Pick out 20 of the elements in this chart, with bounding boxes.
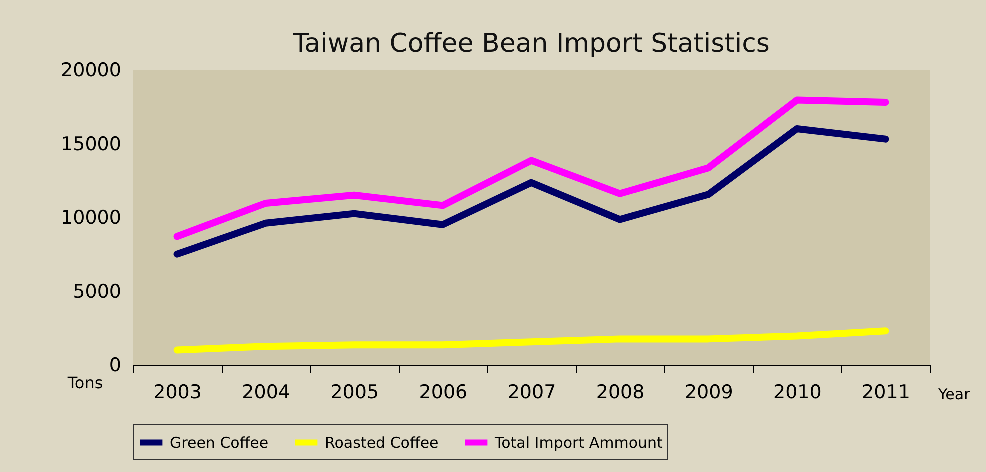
x-tick-label: 2007 <box>508 382 556 404</box>
x-tick-label: 2005 <box>330 382 380 404</box>
y-tick-label: 0 <box>109 354 122 376</box>
x-axis-title: Year <box>938 386 972 404</box>
x-tick-label: 2006 <box>419 382 468 404</box>
legend-label: Total Import Ammount <box>494 434 664 452</box>
y-tick-label: 15000 <box>61 133 122 156</box>
y-tick-label: 10000 <box>61 207 122 229</box>
legend-label: Roasted Coffee <box>325 434 439 452</box>
legend-label: Green Coffee <box>170 434 269 452</box>
x-tick-label: 2004 <box>242 382 291 404</box>
x-tick-label: 2010 <box>773 382 822 404</box>
x-tick-label: 2003 <box>154 382 202 404</box>
y-tick-label: 5000 <box>73 280 122 303</box>
x-tick-label: 2009 <box>684 382 734 404</box>
x-tick-label: 2008 <box>596 382 645 404</box>
y-axis-title: Tons <box>66 374 104 392</box>
y-tick-label: 20000 <box>61 60 122 82</box>
x-tick-label: 2011 <box>862 382 910 404</box>
chart-title: Taiwan Coffee Bean Import Statistics <box>292 29 770 59</box>
